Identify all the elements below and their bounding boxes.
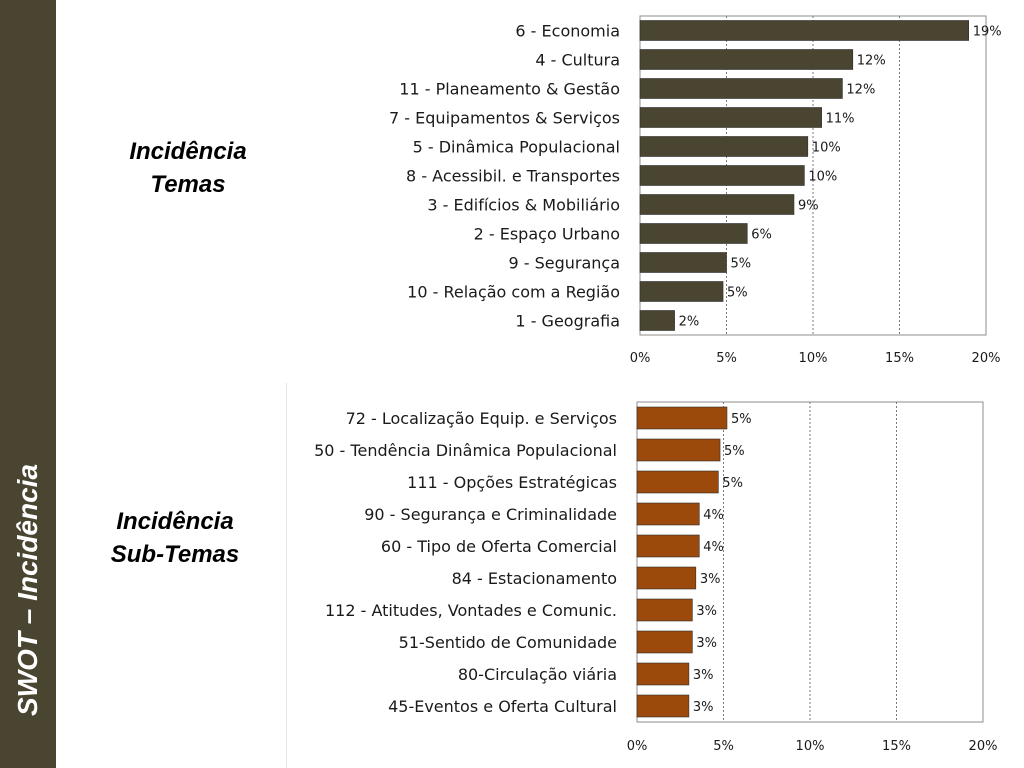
temas-category-label: 9 - Segurança [508,254,620,273]
subtemas-value-label: 5% [724,444,745,459]
subtemas-bar [636,502,700,526]
subtemas-chart: 0% 5% 10% 15% 20% 72 - Localização Equip. e S… [314,401,998,754]
subtemas-category-label: 72 - Localização Equip. e Serviços [346,409,617,428]
temas-category-label: 8 - Acessibil. e Transportes [406,167,620,186]
temas-label-line1: Incidência [129,138,247,165]
subtemas-value-label: 3% [693,700,714,715]
temas-value-label: 11% [826,112,855,127]
temas-value-label: 5% [731,257,752,272]
temas-category-label: 11 - Planeamento & Gestão [399,80,620,99]
subtemas-value-label: 5% [722,476,743,491]
subtemas-value-label: 3% [696,636,717,651]
subtemas-value-label: 4% [703,540,724,555]
subtemas-category-label: 84 - Estacionamento [452,569,617,588]
temas-value-label: 12% [857,54,886,69]
subtemas-value-label: 5% [731,412,752,427]
temas-tick-label: 5% [716,351,737,366]
subtemas-category-label: 45-Eventos e Oferta Cultural [388,697,617,716]
temas-category-label: 6 - Economia [515,22,620,41]
subtemas-tick-label: 0% [627,739,648,754]
temas-category-label: 1 - Geografia [515,312,620,331]
subtemas-label-line2: Sub-Temas [110,541,240,568]
temas-value-label: 6% [751,228,772,243]
subtemas-bar [636,470,719,494]
temas-bar [639,281,724,302]
temas-category-label: 5 - Dinâmica Populacional [413,138,620,157]
subtemas-bar [636,566,697,590]
temas-value-label: 2% [679,315,700,330]
temas-value-label: 9% [798,199,819,214]
temas-category-label: 3 - Edifícios & Mobiliário [427,196,620,215]
subtemas-category-label: 112 - Atitudes, Vontades e Comunic. [325,601,617,620]
temas-bar [639,252,727,273]
temas-bar [639,194,795,215]
subtemas-category-label: 90 - Segurança e Criminalidade [364,505,617,524]
temas-tick-label: 0% [630,351,651,366]
subtemas-value-label: 3% [700,572,721,587]
temas-bar [639,49,854,70]
temas-tick-label: 10% [799,351,828,366]
subtemas-bar [636,694,690,718]
temas-tick-label: 20% [972,351,1001,366]
subtemas-bar [636,662,690,686]
temas-value-label: 19% [973,25,1002,40]
subtemas-bar [636,630,693,654]
subtemas-tick-label: 15% [882,739,911,754]
temas-chart: 0% 5% 10% 15% 20% 6 - Economia 19% 4 - Cultura 1… [389,15,1002,366]
subtemas-value-label: 3% [696,604,717,619]
subtemas-category-label: 51-Sentido de Comunidade [399,633,617,652]
temas-category-label: 7 - Equipamentos & Serviços [389,109,620,128]
subtemas-value-label: 3% [693,668,714,683]
temas-bar [639,78,843,99]
subtemas-category-label: 80-Circulação viária [458,665,617,684]
subtemas-value-label: 4% [703,508,724,523]
temas-value-label: 12% [846,83,875,98]
temas-category-label: 10 - Relação com a Região [407,283,620,302]
subtemas-category-label: 111 - Opções Estratégicas [407,473,617,492]
subtemas-tick-label: 10% [796,739,825,754]
temas-bar [639,136,809,157]
subtemas-bar [636,598,693,622]
temas-section-label: Incidência Temas [98,135,278,201]
subtemas-tick-label: 5% [713,739,734,754]
temas-bar [639,223,748,244]
subtemas-category-label: 60 - Tipo de Oferta Comercial [381,537,617,556]
temas-category-label: 2 - Espaço Urbano [474,225,620,244]
temas-tick-label: 15% [885,351,914,366]
temas-bar [639,165,805,186]
temas-bar [639,107,822,128]
subtemas-bar [636,438,721,462]
subtemas-tick-label: 20% [969,739,998,754]
subtemas-bar [636,406,728,430]
temas-category-label: 4 - Cultura [535,51,620,70]
temas-bar [639,20,970,41]
subtemas-category-label: 50 - Tendência Dinâmica Populacional [314,441,617,460]
subtemas-section-label: Incidência Sub-Temas [90,505,260,571]
sidebar: SWOT – Incidência [0,0,56,768]
chart-divider [286,383,287,768]
subtemas-label-line1: Incidência [116,508,234,535]
temas-value-label: 10% [812,141,841,156]
temas-bar [639,310,675,331]
temas-value-label: 10% [808,170,837,185]
temas-label-line2: Temas [150,171,226,198]
temas-value-label: 5% [727,286,748,301]
subtemas-bar [636,534,700,558]
